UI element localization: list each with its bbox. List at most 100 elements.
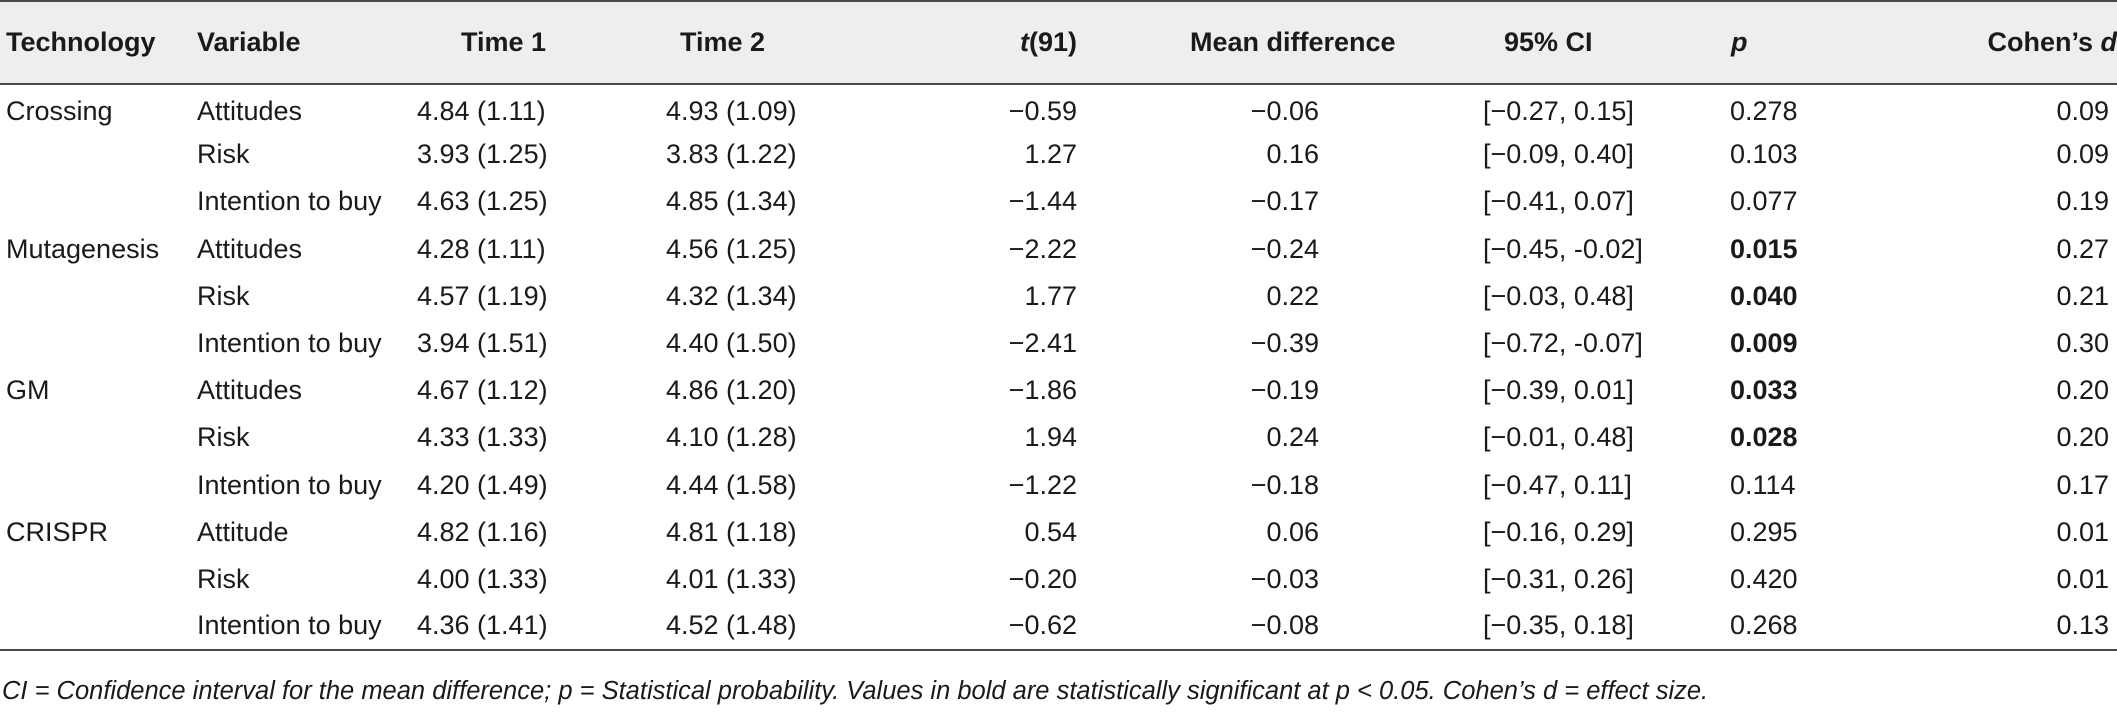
table-row: Crossing Attitudes 4.84 (1.11) 4.93 (1.09) −…	[0, 84, 2117, 131]
cell-p-value: 0.420	[1730, 563, 1798, 594]
header-t-symbol: t	[1019, 27, 1029, 57]
cell-mean-difference: −0.03	[1250, 563, 1319, 594]
cell-variable: Attitudes	[197, 95, 303, 126]
table-row: Mutagenesis Attitudes 4.28 (1.11) 4.56 (1.2…	[0, 226, 2117, 273]
cell-time2: 4.01 (1.33)	[666, 563, 797, 594]
table-footnote: CI = Confidence interval for the mean di…	[2, 677, 1709, 705]
table-header: Technology Variable Time 1 Time 2 t(91) …	[0, 0, 2117, 85]
cell-cohens-d: 0.27	[2056, 233, 2109, 264]
cell-ci: [−0.31, 0.26]	[1483, 563, 1634, 594]
cell-variable: Intention to buy	[197, 186, 382, 217]
cell-time1: 4.82 (1.16)	[417, 516, 548, 547]
cell-variable: Attitudes	[197, 375, 303, 406]
cell-ci: [−0.35, 0.18]	[1419, 603, 1689, 652]
header-t-df: (91)	[1028, 27, 1077, 57]
cell-variable: Risk	[197, 563, 250, 594]
header-cohens-label: Cohen’s	[1987, 27, 2101, 57]
cell-variable: Intention to buy	[197, 328, 382, 359]
table-row: GM Attitudes 4.67 (1.12) 4.86 (1.20) −1.86 −0…	[0, 367, 2117, 414]
cell-t-statistic: 1.94	[1024, 422, 1077, 453]
table-row: Intention to buy 3.94 (1.51) 4.40 (1.50) −2…	[0, 320, 2117, 367]
cell-time1: 4.20 (1.49)	[417, 469, 548, 500]
results-table: Technology Variable Time 1 Time 2 t(91) …	[0, 0, 2117, 652]
cell-time2: 4.56 (1.25)	[666, 233, 797, 264]
table-row: Risk 4.33 (1.33) 4.10 (1.28) 1.94 0.24 [−0.01…	[0, 414, 2117, 461]
cell-t-statistic: −1.44	[1008, 186, 1077, 217]
cell-mean-difference: −0.39	[1250, 328, 1319, 359]
table-row: CRISPR Attitude 4.82 (1.16) 4.81 (1.18) 0.54…	[0, 509, 2117, 556]
cell-p-value: 0.077	[1730, 186, 1798, 217]
cell-technology	[0, 273, 197, 320]
cell-time1: 4.57 (1.19)	[417, 280, 548, 311]
cell-ci: [−0.39, 0.01]	[1483, 375, 1634, 406]
cell-variable: Risk	[197, 280, 250, 311]
cell-t-statistic: −1.86	[1008, 375, 1077, 406]
cell-time1: 4.84 (1.11)	[417, 95, 546, 126]
cell-mean-difference: −0.24	[1250, 233, 1319, 264]
cell-t-statistic: −1.22	[1008, 469, 1077, 500]
cell-p-value: 0.033	[1730, 375, 1798, 406]
cell-technology	[0, 178, 197, 225]
cell-cohens-d: 0.17	[2056, 469, 2109, 500]
cell-technology: Mutagenesis	[6, 233, 160, 264]
cell-time1: 4.28 (1.11)	[417, 233, 546, 264]
cell-ci: [−0.41, 0.07]	[1483, 186, 1634, 217]
cell-p-value: 0.028	[1730, 422, 1798, 453]
cell-t-statistic: −0.59	[1008, 95, 1077, 126]
header-mean-difference-label: Mean difference	[1190, 27, 1396, 57]
cell-p-value: 0.103	[1730, 139, 1798, 170]
cell-time2: 4.81 (1.18)	[666, 516, 797, 547]
cell-ci: [−0.45, -0.02]	[1483, 233, 1643, 264]
table-row: Intention to buy 4.20 (1.49) 4.44 (1.58) −1…	[0, 462, 2117, 509]
cell-p-value: 0.114	[1730, 469, 1796, 500]
cell-cohens-d: 0.13	[1923, 603, 2117, 652]
header-variable: Variable	[197, 0, 417, 85]
cell-technology: Crossing	[6, 95, 113, 126]
cell-time2: 4.44 (1.58)	[666, 469, 797, 500]
header-variable-label: Variable	[197, 27, 301, 57]
cell-p-value: 0.268	[1689, 603, 1923, 652]
cell-variable: Intention to buy	[197, 603, 417, 652]
header-mean-difference: Mean difference	[1095, 0, 1419, 85]
cell-t-statistic: −0.62	[874, 603, 1095, 652]
cell-ci: [−0.47, 0.11]	[1483, 469, 1632, 500]
cell-technology: CRISPR	[6, 516, 109, 547]
table-row: Intention to buy 4.36 (1.41) 4.52 (1.48) −0…	[0, 603, 2117, 652]
cell-mean-difference: −0.17	[1250, 186, 1319, 217]
cell-mean-difference: −0.18	[1250, 469, 1319, 500]
header-time1: Time 1	[417, 0, 638, 85]
cell-technology	[0, 603, 197, 652]
header-time1-label: Time 1	[461, 27, 547, 57]
cell-t-statistic: 0.54	[1024, 516, 1077, 547]
cell-ci: [−0.03, 0.48]	[1483, 280, 1634, 311]
cell-time2: 4.10 (1.28)	[666, 422, 797, 453]
cell-variable: Attitudes	[197, 233, 303, 264]
cell-t-statistic: 1.77	[1024, 280, 1077, 311]
cell-time1: 4.00 (1.33)	[417, 563, 548, 594]
cell-technology	[0, 556, 197, 603]
cell-mean-difference: 0.24	[1266, 422, 1319, 453]
cell-time1: 4.36 (1.41)	[417, 603, 638, 652]
table-row: Risk 3.93 (1.25) 3.83 (1.22) 1.27 0.16 [−0.09…	[0, 131, 2117, 178]
cell-variable: Risk	[197, 422, 250, 453]
header-ci-label: 95% CI	[1504, 27, 1593, 57]
cell-t-statistic: 1.27	[1024, 139, 1077, 170]
cell-time1: 4.33 (1.33)	[417, 422, 548, 453]
table-row: Risk 4.57 (1.19) 4.32 (1.34) 1.77 0.22 [−0.03…	[0, 273, 2117, 320]
cell-variable: Risk	[197, 139, 250, 170]
cell-cohens-d: 0.01	[2056, 563, 2109, 594]
cell-technology	[0, 462, 197, 509]
cell-mean-difference: −0.08	[1095, 603, 1419, 652]
table-row: Intention to buy 4.63 (1.25) 4.85 (1.34) −1…	[0, 178, 2117, 225]
cell-cohens-d: 0.09	[2056, 139, 2109, 170]
cell-cohens-d: 0.21	[2056, 280, 2109, 311]
cell-mean-difference: −0.06	[1250, 95, 1319, 126]
cell-p-value: 0.009	[1730, 328, 1798, 359]
cell-time1: 4.67 (1.12)	[417, 375, 548, 406]
header-cohens-d-symbol: d	[2100, 27, 2117, 57]
cell-time1: 4.63 (1.25)	[417, 186, 548, 217]
header-ci: 95% CI	[1419, 0, 1689, 85]
cell-ci: [−0.27, 0.15]	[1483, 95, 1634, 126]
cell-time2: 4.52 (1.48)	[638, 603, 874, 652]
cell-p-value: 0.295	[1730, 516, 1798, 547]
